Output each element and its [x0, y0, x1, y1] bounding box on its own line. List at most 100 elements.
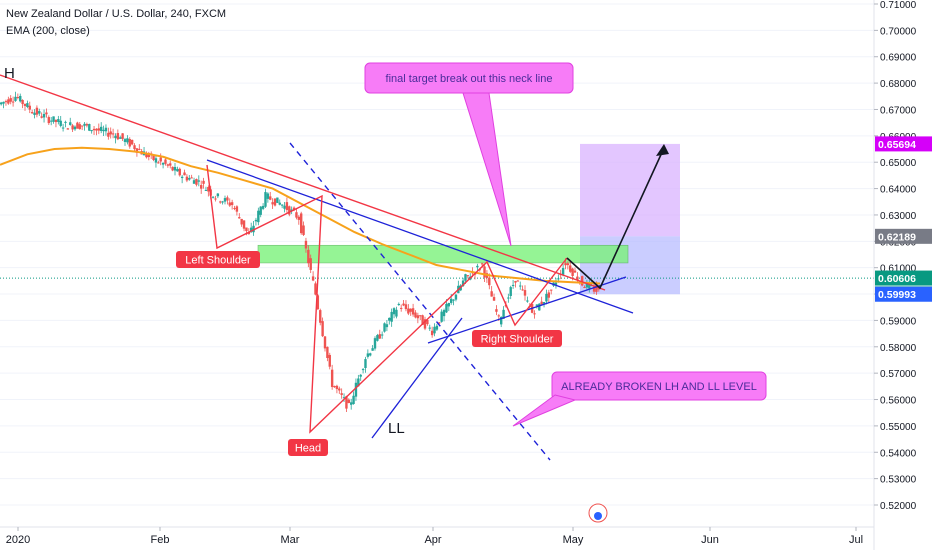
candle-body — [73, 126, 77, 130]
upper-channel-line — [206, 159, 634, 314]
price-badge-label: 0.65694 — [878, 139, 916, 151]
candle-body — [516, 280, 520, 282]
price-tick-label: 0.54000 — [880, 448, 917, 459]
rising-support-line — [371, 317, 463, 439]
candle-body — [111, 133, 115, 135]
candle-body — [76, 122, 79, 129]
candle-body — [252, 225, 255, 233]
candle-body — [454, 294, 458, 300]
price-tick-label: 0.70000 — [880, 26, 917, 37]
candle-body — [573, 270, 577, 273]
candle-body — [292, 207, 296, 211]
price-tick-label: 0.58000 — [880, 343, 917, 354]
candle-body — [326, 346, 329, 358]
candle-body — [357, 378, 360, 387]
candle-body — [230, 202, 234, 206]
candle-body — [235, 206, 239, 212]
candle-body — [385, 324, 389, 328]
broken-callout-text: ALREADY BROKEN LH AND LL LEVEL — [561, 381, 757, 393]
candle-body — [45, 112, 48, 115]
candle-body — [269, 196, 272, 200]
candle-body — [38, 111, 41, 114]
candle-body — [461, 280, 465, 286]
neckline-zone — [257, 244, 629, 264]
candle-body — [283, 205, 286, 209]
candle-body — [264, 192, 267, 207]
candle-body — [290, 209, 293, 211]
candle-body — [288, 206, 291, 215]
candle-body — [197, 180, 201, 182]
candle-body — [71, 125, 74, 130]
candle-body — [354, 382, 358, 397]
candle-body — [480, 263, 484, 265]
candle-body — [192, 180, 196, 184]
candle-body — [597, 288, 601, 290]
candle-body — [57, 119, 60, 122]
price-tick-label: 0.61000 — [880, 264, 917, 275]
candle-body — [592, 286, 596, 292]
candle-body — [414, 312, 417, 318]
candle-body — [440, 311, 443, 322]
candle-body — [561, 268, 565, 275]
candle-body — [299, 213, 303, 234]
candle-body — [347, 399, 351, 403]
candle-body — [126, 138, 129, 143]
candle-body — [409, 308, 412, 312]
candle-body — [166, 164, 170, 166]
candle-body — [419, 315, 422, 317]
candle-body — [521, 289, 524, 291]
candle-body — [466, 275, 470, 277]
candle-body — [497, 315, 501, 317]
candle-body — [557, 278, 560, 280]
event-marker-dot — [594, 512, 602, 520]
ll-label: LL — [388, 420, 405, 437]
candle-body — [492, 297, 496, 301]
candle-body — [323, 336, 327, 349]
candle-body — [435, 325, 439, 330]
candle-body — [464, 274, 467, 281]
candle-body — [364, 359, 367, 369]
candle-body — [380, 334, 384, 336]
broken-callout-pointer — [512, 394, 577, 427]
candle-body — [173, 166, 177, 171]
candle-body — [595, 285, 598, 292]
candle-body — [171, 166, 174, 171]
candle-body — [304, 240, 308, 249]
arrow-head — [656, 144, 669, 156]
candle-body — [302, 225, 305, 235]
candle-body — [88, 124, 91, 131]
right-shoulder-label-bg — [472, 330, 562, 347]
candle-body — [352, 395, 355, 405]
price-badge-bg — [875, 136, 932, 152]
candle-body — [378, 334, 381, 339]
candle-body — [61, 127, 65, 129]
candle-body — [207, 186, 210, 192]
candle-body — [509, 287, 512, 296]
price-tick-label: 0.53000 — [880, 475, 917, 486]
candle-body — [97, 128, 101, 131]
candle-body — [278, 202, 281, 205]
candle-body — [54, 119, 58, 123]
candle-body — [92, 128, 96, 131]
candle-body — [445, 303, 448, 313]
candle-body — [519, 285, 522, 287]
candle-body — [80, 125, 84, 127]
price-badge-bg — [875, 228, 932, 244]
candle-body — [16, 97, 20, 99]
candle-body — [588, 282, 591, 289]
candle-body — [7, 99, 10, 104]
candle-body — [238, 217, 241, 219]
candle-body — [69, 122, 72, 125]
price-tick-label: 0.64000 — [880, 185, 917, 196]
candle-body — [204, 189, 208, 191]
price-badge-bg — [875, 270, 932, 286]
price-tick-label: 0.71000 — [880, 0, 917, 11]
candle-body — [476, 265, 479, 268]
candle-body — [219, 201, 222, 203]
candle-body — [130, 139, 134, 145]
candle-body — [416, 315, 420, 319]
candle-body — [83, 123, 86, 126]
indicator-label: EMA (200, close) — [6, 25, 90, 37]
